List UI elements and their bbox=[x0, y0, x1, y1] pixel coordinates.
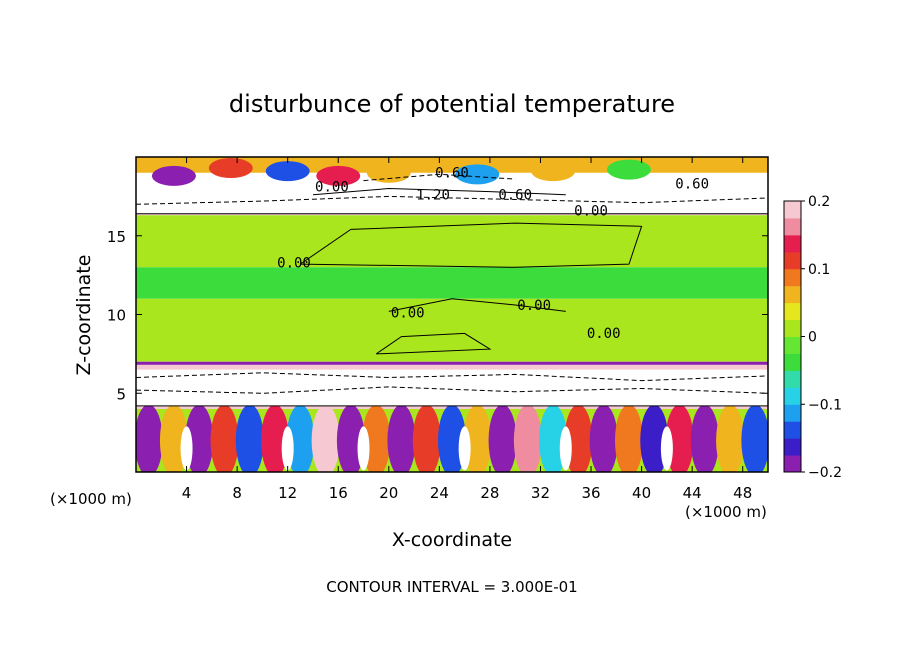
colorbar bbox=[783, 200, 802, 473]
x-tick-label: 24 bbox=[430, 484, 449, 502]
field-patch bbox=[136, 404, 163, 472]
contour-label: 0.60 bbox=[675, 177, 709, 193]
field-patch bbox=[614, 404, 643, 472]
field-patch bbox=[488, 404, 517, 472]
contour-line bbox=[312, 187, 566, 196]
field-patch bbox=[357, 426, 370, 471]
field-band bbox=[136, 215, 768, 268]
field-patch bbox=[412, 404, 441, 472]
field-patch bbox=[660, 426, 673, 471]
plot-area: 0.00 0.60 1.20 0.60 0.60 0.00 0.00 0.00 0.00 0.00 bbox=[136, 157, 768, 472]
colorbar-swatch bbox=[784, 370, 801, 388]
x-tick-label: 4 bbox=[182, 484, 192, 502]
colorbar-swatch bbox=[784, 455, 801, 473]
contour-label: 0.60 bbox=[435, 165, 469, 181]
contour-interval-note: CONTOUR INTERVAL = 3.000E-01 bbox=[326, 578, 577, 596]
colorbar-swatch bbox=[784, 438, 801, 456]
colorbar-tick-label: −0.2 bbox=[808, 465, 842, 481]
contour-line bbox=[136, 372, 768, 382]
contour-label: 0.00 bbox=[315, 180, 349, 196]
colorbar-swatch bbox=[784, 336, 801, 354]
x-tick-label: 12 bbox=[278, 484, 297, 502]
contour-line bbox=[363, 173, 516, 182]
field-patch bbox=[531, 161, 576, 182]
colorbar-swatch bbox=[784, 268, 801, 287]
x-axis-label: X-coordinate bbox=[392, 529, 512, 551]
contour-label: 0.00 bbox=[574, 203, 608, 219]
field-patch bbox=[235, 404, 264, 472]
x-unit-right: (×1000 m) bbox=[685, 503, 767, 521]
colorbar-tick-label: 0.1 bbox=[808, 262, 830, 278]
x-tick-label: 40 bbox=[632, 484, 651, 502]
colorbar-swatch bbox=[784, 217, 801, 236]
field-band bbox=[136, 298, 768, 362]
field-band bbox=[136, 369, 768, 406]
x-tick-label: 48 bbox=[733, 484, 752, 502]
field-patch bbox=[589, 404, 618, 472]
chart-title: disturbunce of potential temperature bbox=[229, 90, 675, 118]
contour-line bbox=[375, 332, 492, 355]
field-band bbox=[136, 267, 768, 299]
contour-line bbox=[136, 195, 768, 205]
field-patch bbox=[716, 404, 745, 472]
contour-label: 0.00 bbox=[277, 255, 311, 271]
field-patch bbox=[690, 404, 719, 472]
field-patch bbox=[265, 161, 310, 182]
field-patch bbox=[606, 159, 651, 180]
field-patch bbox=[559, 426, 572, 471]
field-patch bbox=[316, 165, 361, 186]
colorbar-tick-label: 0.2 bbox=[808, 194, 830, 210]
x-tick-label: 8 bbox=[232, 484, 242, 502]
field-patch bbox=[151, 165, 196, 186]
contour-line bbox=[300, 222, 643, 268]
colorbar-tick-label: −0.1 bbox=[808, 397, 842, 413]
contour-label: 0.00 bbox=[391, 306, 425, 322]
field-patch bbox=[455, 164, 500, 185]
contour-label: 0.60 bbox=[498, 188, 532, 204]
field-band bbox=[136, 172, 768, 214]
field-patch bbox=[210, 404, 239, 472]
colorbar-swatch bbox=[784, 319, 801, 337]
x-tick-label: 32 bbox=[531, 484, 550, 502]
y-tick-label: 10 bbox=[107, 307, 126, 325]
colorbar-swatch bbox=[784, 404, 801, 422]
colorbar-tick-label: 0 bbox=[808, 330, 817, 346]
field-patch bbox=[458, 426, 471, 471]
x-tick-label: 44 bbox=[683, 484, 702, 502]
field-patch bbox=[387, 404, 416, 472]
colorbar-swatch bbox=[784, 421, 801, 439]
x-tick-label: 20 bbox=[379, 484, 398, 502]
colorbar-swatch bbox=[784, 251, 801, 270]
colorbar-swatch bbox=[784, 387, 801, 405]
colorbar-swatch bbox=[784, 353, 801, 371]
y-tick-label: 15 bbox=[107, 228, 126, 246]
colorbar-swatch bbox=[784, 302, 801, 321]
contour-label: 1.20 bbox=[416, 188, 450, 204]
contour-label: 0.00 bbox=[587, 326, 621, 342]
field-patch bbox=[741, 404, 768, 472]
contour-label: 0.00 bbox=[517, 298, 551, 314]
x-tick-label: 16 bbox=[329, 484, 348, 502]
y-tick-label: 5 bbox=[116, 385, 126, 403]
colorbar-swatch bbox=[784, 201, 801, 219]
field-patch bbox=[311, 404, 340, 472]
field-patch bbox=[208, 158, 253, 179]
contour-line bbox=[388, 298, 566, 312]
field-patch bbox=[513, 404, 542, 472]
colorbar-swatch bbox=[784, 234, 801, 253]
field-patch bbox=[281, 426, 294, 471]
contour-line bbox=[136, 386, 768, 394]
field-band bbox=[136, 361, 768, 365]
y-axis-label: Z-coordinate bbox=[73, 255, 95, 376]
x-unit-left: (×1000 m) bbox=[50, 490, 132, 508]
colorbar-swatch bbox=[784, 285, 801, 304]
field-patch bbox=[180, 426, 193, 471]
x-tick-label: 36 bbox=[581, 484, 600, 502]
x-tick-label: 28 bbox=[480, 484, 499, 502]
